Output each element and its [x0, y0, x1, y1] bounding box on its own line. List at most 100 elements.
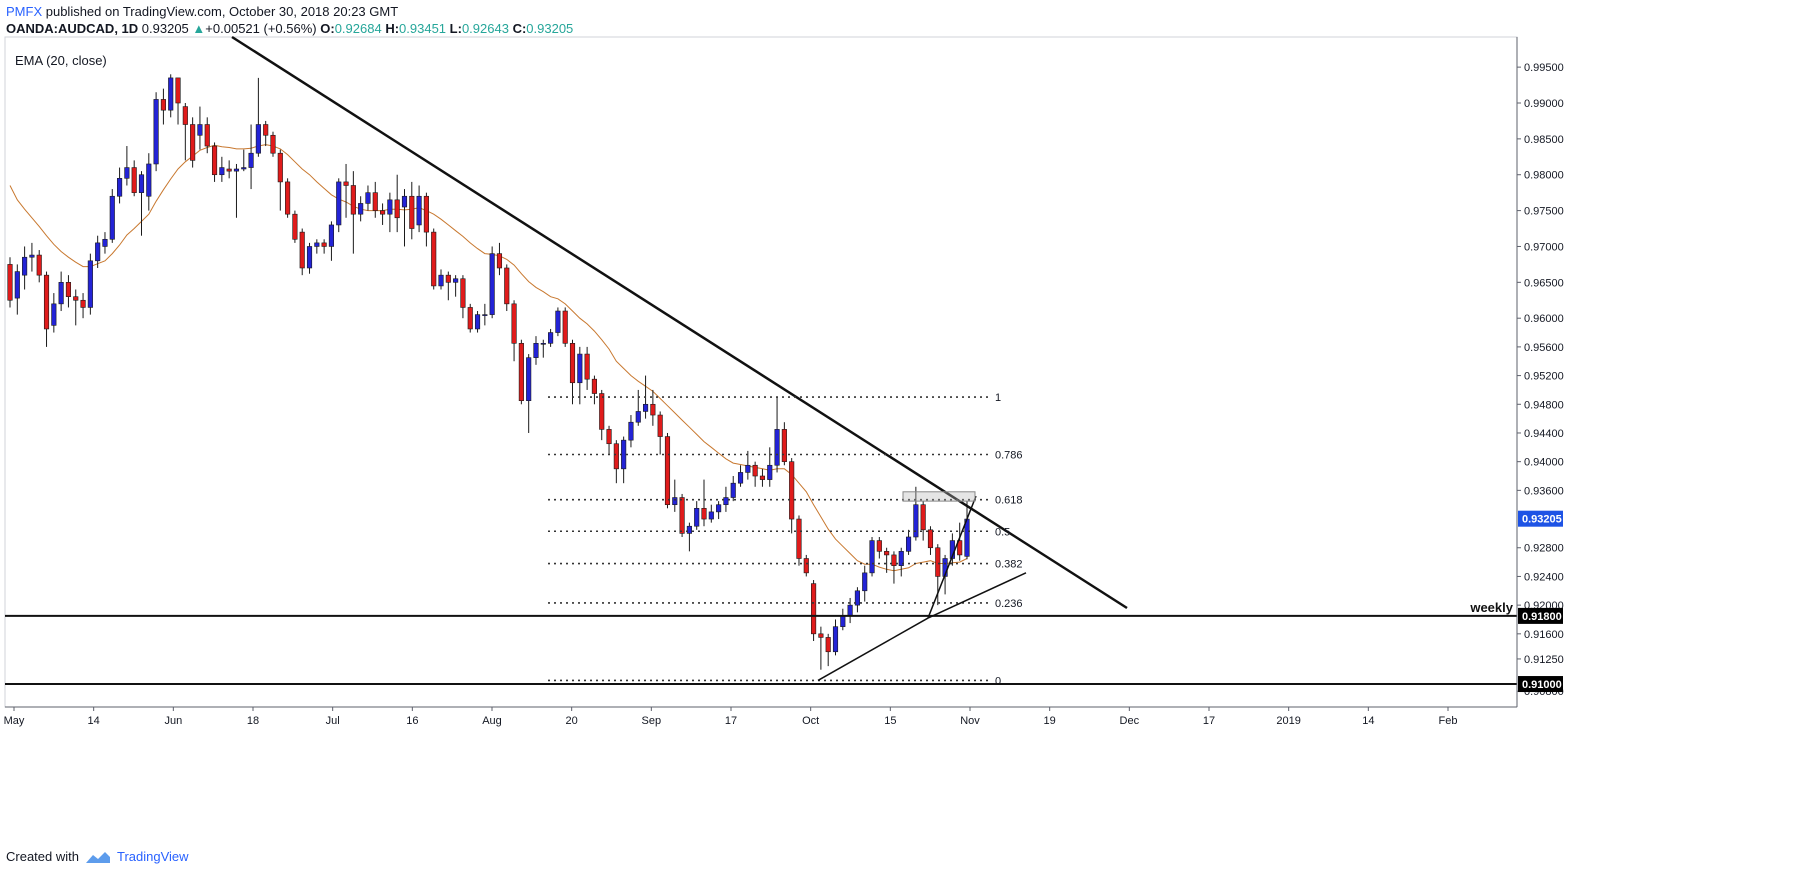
candle-body [745, 464, 751, 473]
candle-body [562, 310, 568, 344]
candle [679, 493, 685, 537]
y-tick-label: 0.95200 [1524, 371, 1564, 383]
candle-body [789, 461, 795, 520]
candle-body [80, 299, 86, 308]
candle-body [496, 253, 503, 269]
fib-level-label: 0.786 [995, 449, 1023, 461]
candle [555, 307, 561, 337]
publish-info: published on TradingView.com, October 30… [42, 4, 399, 19]
candle-body [431, 231, 437, 287]
candle-body [613, 443, 619, 470]
candle [686, 522, 692, 552]
candle-body [380, 210, 386, 215]
candle [153, 92, 159, 172]
candle [657, 411, 663, 455]
y-tick-label: 0.96000 [1524, 313, 1564, 325]
y-tick-label: 0.97000 [1524, 241, 1564, 253]
candle-body [51, 303, 57, 326]
candle [336, 178, 342, 233]
candle-body [679, 497, 685, 534]
x-tick-label: Sep [642, 715, 662, 727]
x-tick-label: 20 [566, 715, 578, 727]
last-price-bg [1518, 510, 1563, 527]
candle-body [197, 124, 203, 136]
candle-body [277, 152, 283, 183]
candle [482, 303, 488, 326]
candle-body [263, 124, 269, 136]
candle-body [650, 403, 656, 416]
candle [467, 303, 473, 333]
fib-level-label: 0.618 [995, 495, 1023, 507]
candle [423, 192, 429, 247]
y-tick-label: 0.96500 [1524, 277, 1564, 289]
indicator-legend[interactable]: EMA (20, close) [15, 53, 107, 68]
candle-body [365, 192, 371, 204]
candle [730, 476, 736, 502]
candle-body [438, 274, 444, 287]
candle-body [920, 504, 926, 531]
candle-body [664, 436, 671, 506]
candle-body [862, 572, 868, 592]
candle-body [489, 253, 495, 315]
candle-body [350, 185, 356, 215]
last-price-text: 0.93205 [141, 21, 189, 36]
candle [270, 131, 276, 157]
candle-body [65, 282, 72, 297]
resistance-zone [902, 491, 976, 502]
candle [789, 458, 795, 534]
candle-body [175, 77, 181, 104]
candle-body [190, 124, 196, 161]
candle-body [343, 181, 349, 186]
author-link[interactable]: PMFX [6, 4, 43, 19]
candle [394, 174, 400, 233]
candle-body [591, 378, 597, 394]
y-tick-label: 0.94800 [1524, 399, 1564, 411]
tradingview-link[interactable]: TradingView [116, 849, 189, 864]
candle-body [416, 195, 422, 226]
candle-body [905, 536, 912, 552]
candle [29, 242, 35, 272]
candle [182, 102, 188, 161]
x-tick-label: 17 [725, 715, 737, 727]
candle-body [526, 357, 532, 401]
candle [613, 440, 619, 484]
candle [591, 375, 597, 405]
candle-body [540, 343, 546, 345]
candle-body [657, 414, 663, 437]
candle [811, 580, 817, 642]
candle-body [577, 353, 583, 384]
candle [453, 275, 459, 297]
candle [577, 346, 583, 405]
candle-body [241, 167, 247, 170]
candle-body [460, 278, 466, 308]
candle-body [87, 260, 93, 308]
level-axis-badge: 0.91000 [1518, 676, 1563, 693]
candle-body [767, 464, 773, 480]
candle-body [153, 99, 159, 165]
candle [759, 468, 766, 487]
tradingview-logo-icon[interactable] [85, 850, 111, 864]
candle [533, 336, 539, 365]
candle [117, 167, 123, 204]
candle [197, 106, 203, 150]
candle-body [759, 475, 766, 480]
x-tick-label: 15 [884, 715, 896, 727]
candle [818, 626, 824, 670]
candle-body [73, 296, 79, 301]
fib-level-label: 0 [995, 675, 1001, 687]
candle-body [730, 482, 736, 498]
candle [358, 196, 364, 222]
x-tick-label: 18 [247, 715, 259, 727]
candle [716, 501, 722, 520]
candle [306, 242, 313, 274]
candle-body [372, 192, 378, 211]
candle [862, 565, 868, 602]
candle [14, 264, 20, 315]
x-tick-label: Dec [1120, 715, 1140, 727]
candle [825, 633, 831, 667]
time-axis: May 14 Jun 18 Jul 16 Aug 20 Sep 17 Oct 15 Nov 19 Dec 17… [4, 706, 1517, 727]
candle-body [22, 256, 28, 276]
candle-body [233, 168, 240, 172]
candle [920, 501, 926, 541]
